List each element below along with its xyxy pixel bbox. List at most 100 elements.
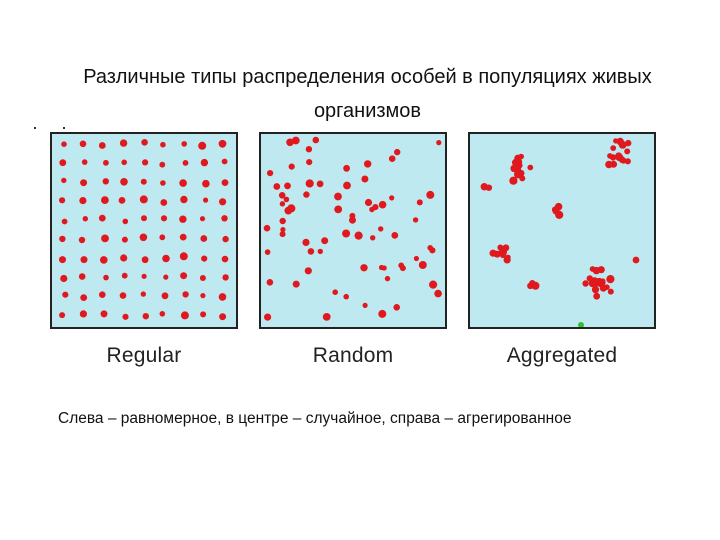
- organism-dot: [291, 136, 300, 145]
- organism-dot: [161, 292, 169, 300]
- organism-dot: [78, 273, 86, 280]
- organism-dot: [182, 291, 189, 298]
- organism-dot: [264, 249, 271, 255]
- organism-dot: [343, 164, 350, 172]
- organism-dot: [79, 197, 87, 205]
- organism-dot: [267, 170, 274, 177]
- organism-dot: [218, 139, 227, 148]
- organism-dot: [416, 199, 423, 206]
- organism-dot: [625, 139, 632, 147]
- organism-dot: [163, 274, 169, 280]
- organism-dot: [554, 202, 563, 211]
- organism-dot: [332, 289, 338, 295]
- organism-dot: [222, 274, 229, 281]
- organism-dot: [102, 178, 109, 185]
- organism-dot: [218, 293, 227, 301]
- organism-dot: [607, 288, 614, 295]
- organism-dot: [200, 293, 206, 299]
- organism-dot: [426, 190, 435, 199]
- organism-dot: [119, 292, 127, 299]
- organism-dot: [527, 164, 534, 171]
- organism-dot: [305, 146, 313, 153]
- organism-dot: [61, 218, 68, 225]
- organism-dot: [180, 195, 188, 204]
- organism-dot: [321, 237, 329, 245]
- organism-dot: [160, 141, 166, 148]
- random-label: Random: [312, 344, 394, 367]
- organism-dot: [412, 217, 419, 223]
- organism-dot: [160, 215, 168, 222]
- organism-dot: [370, 235, 376, 241]
- organism-dot: [334, 205, 343, 214]
- organism-dot: [219, 198, 227, 206]
- random-dots-canvas: [261, 134, 445, 327]
- organism-dot: [273, 183, 281, 190]
- organism-dot: [81, 159, 88, 165]
- organism-dot: [305, 179, 314, 188]
- organism-dot: [199, 216, 206, 222]
- organism-dot: [141, 256, 149, 264]
- organism-dot: [59, 256, 66, 264]
- organism-dot: [307, 248, 315, 255]
- organism-dot: [362, 302, 368, 308]
- organism-dot: [384, 275, 391, 282]
- aggregated-distribution-panel: [468, 132, 656, 329]
- green-marker-dot: [578, 322, 584, 327]
- organism-dot: [591, 286, 600, 294]
- organism-dot: [322, 313, 331, 321]
- organism-dot: [413, 255, 419, 262]
- organism-dot: [200, 235, 208, 242]
- stray-dot: [34, 127, 36, 129]
- organism-dot: [283, 196, 290, 203]
- organism-dot: [480, 183, 488, 191]
- organism-dot: [512, 159, 518, 165]
- organism-dot: [302, 238, 310, 246]
- organism-dot: [140, 291, 146, 297]
- aggregated-label: Aggregated: [506, 344, 618, 367]
- organism-dot: [292, 280, 300, 288]
- organism-dot: [82, 216, 88, 222]
- organism-dot: [436, 140, 442, 146]
- organism-dot: [98, 214, 106, 222]
- organism-dot: [201, 255, 208, 262]
- organism-dot: [61, 141, 67, 147]
- organism-dot: [120, 178, 128, 186]
- organism-dot: [349, 216, 356, 224]
- organism-dot: [179, 215, 187, 223]
- organism-dot: [372, 204, 379, 211]
- organism-dot: [78, 236, 86, 244]
- organism-dot: [342, 229, 351, 238]
- organism-dot: [222, 235, 229, 243]
- organism-dot: [354, 231, 363, 240]
- organism-dot: [221, 158, 228, 165]
- organism-dot: [263, 224, 271, 232]
- organism-dot: [60, 274, 68, 283]
- organism-dot: [632, 256, 640, 264]
- organism-dot: [180, 272, 188, 280]
- organism-dot: [393, 304, 400, 311]
- organism-dot: [118, 197, 126, 204]
- organism-dot: [582, 280, 589, 287]
- organism-dot: [181, 141, 187, 147]
- organism-dot: [198, 141, 207, 150]
- organism-dot: [599, 284, 607, 292]
- organism-dot: [179, 252, 188, 261]
- organism-dot: [624, 158, 631, 165]
- stray-dot: [63, 127, 65, 129]
- organism-dot: [221, 179, 229, 186]
- organism-dot: [100, 310, 108, 318]
- organism-dot: [287, 204, 296, 213]
- organism-dot: [510, 164, 518, 173]
- panel-background: [261, 134, 445, 327]
- organism-dot: [141, 139, 148, 146]
- organism-dot: [61, 177, 67, 184]
- organism-dot: [429, 280, 438, 289]
- organism-dot: [389, 195, 395, 201]
- organism-dot: [278, 192, 286, 199]
- organism-dot: [266, 279, 274, 286]
- organism-dot: [364, 198, 373, 207]
- organism-dot: [59, 159, 67, 167]
- organism-dot: [139, 233, 148, 242]
- organism-dot: [101, 196, 109, 204]
- organism-dot: [140, 178, 147, 185]
